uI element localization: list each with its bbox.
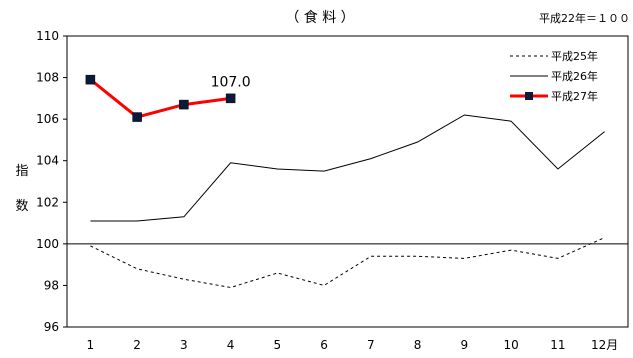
plot-area-frame <box>66 35 629 328</box>
x-tick-label: 5 <box>274 338 282 352</box>
y-axis-label-2: 数 <box>15 199 28 214</box>
series-line-1 <box>90 237 605 289</box>
x-tick-label: 2 <box>133 338 141 352</box>
x-tick-label: 10 <box>503 338 518 352</box>
x-tick-label: 7 <box>367 338 375 352</box>
x-tick-label: 4 <box>227 338 235 352</box>
y-axis-ticks: 96 98 100 102 104 106 108 110 <box>36 29 628 334</box>
x-axis-ticks: 1 2 3 4 5 6 7 8 9 10 11 12月 <box>87 338 619 352</box>
series-point <box>85 74 96 85</box>
series-point <box>132 112 142 122</box>
y-tick-label: 98 <box>44 278 59 292</box>
series-point <box>225 93 236 104</box>
x-tick-label: 11 <box>550 338 565 352</box>
chart-title: （ 食 料 ） <box>285 9 354 26</box>
x-tick-label: 8 <box>414 338 422 352</box>
legend-label: 平成26年 <box>551 69 598 83</box>
x-tick-label: 1 <box>87 338 95 352</box>
y-axis-label-1: 指 <box>15 164 28 179</box>
legend-label: 平成27年 <box>551 89 598 103</box>
x-tick-label: 9 <box>461 338 469 352</box>
series-point <box>179 99 189 110</box>
x-tick-label: 12月 <box>591 338 618 352</box>
series-line-2 <box>90 114 605 222</box>
y-tick-label: 108 <box>36 71 59 85</box>
base-year-note: 平成22年＝１００ <box>539 11 630 25</box>
series-group <box>85 74 605 289</box>
y-tick-label: 96 <box>44 320 59 334</box>
y-tick-label: 100 <box>36 237 59 251</box>
y-tick-label: 102 <box>36 195 59 209</box>
latest-value-annotation: 107.0 <box>211 74 251 90</box>
legend-label: 平成25年 <box>551 49 598 63</box>
legend-marker <box>525 92 533 100</box>
x-tick-label: 6 <box>320 338 328 352</box>
y-tick-label: 106 <box>36 112 59 126</box>
x-tick-label: 3 <box>180 338 188 352</box>
series-line-3 <box>89 78 231 119</box>
y-tick-label: 104 <box>36 154 59 168</box>
y-tick-label: 110 <box>36 29 59 43</box>
